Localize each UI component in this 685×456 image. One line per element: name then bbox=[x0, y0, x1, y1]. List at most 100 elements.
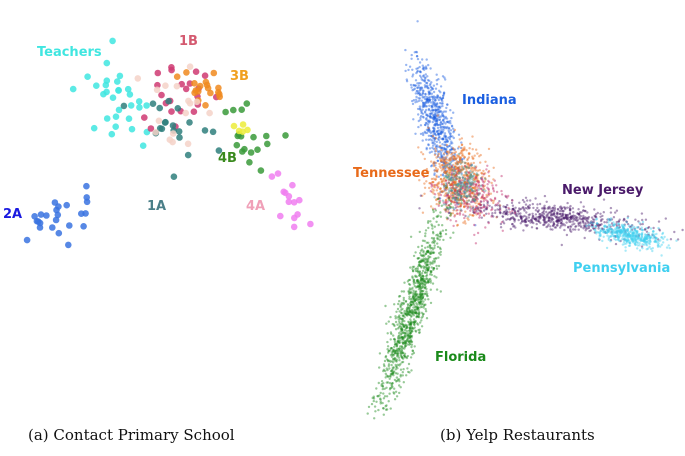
panel-a-points bbox=[23, 37, 314, 249]
point-extra-7 bbox=[182, 109, 189, 117]
point-tennessee bbox=[459, 203, 462, 206]
point-indiana bbox=[445, 127, 449, 130]
point-tennessee bbox=[464, 188, 467, 191]
point-teachers bbox=[135, 98, 143, 105]
point-indiana bbox=[430, 81, 433, 84]
point-pennsylvania bbox=[622, 234, 625, 237]
point-teachers bbox=[102, 81, 110, 89]
point-florida bbox=[426, 249, 430, 253]
point-new-jersey bbox=[549, 225, 552, 228]
point-tennessee bbox=[455, 183, 458, 187]
point-extra-6 bbox=[453, 191, 456, 194]
point-tennessee bbox=[439, 187, 442, 190]
point-1b bbox=[182, 85, 190, 93]
point-florida bbox=[426, 261, 429, 264]
point-extra-5 bbox=[447, 181, 450, 184]
point-new-jersey bbox=[535, 227, 538, 230]
point-indiana bbox=[431, 120, 434, 124]
point-indiana bbox=[422, 105, 425, 108]
point-tennessee bbox=[455, 196, 458, 200]
point-new-jersey bbox=[559, 226, 562, 229]
point-tennessee bbox=[463, 176, 467, 179]
point-indiana bbox=[420, 111, 423, 115]
point-florida bbox=[429, 288, 432, 291]
point-new-jersey bbox=[568, 206, 571, 209]
point-florida bbox=[420, 244, 424, 248]
point-indiana bbox=[441, 75, 445, 78]
point-new-jersey bbox=[553, 204, 556, 207]
point-indiana bbox=[445, 148, 448, 151]
point-indiana bbox=[429, 101, 433, 104]
point-indiana bbox=[433, 96, 437, 99]
point-tennessee bbox=[489, 192, 493, 195]
point-florida bbox=[400, 312, 403, 315]
point-new-jersey bbox=[560, 218, 563, 221]
point-pennsylvania bbox=[601, 239, 604, 243]
point-florida bbox=[390, 370, 393, 373]
point-tennessee bbox=[435, 174, 438, 177]
point-tennessee bbox=[455, 194, 458, 197]
point-extra-5 bbox=[480, 211, 483, 214]
point-indiana bbox=[442, 156, 445, 159]
point-extra-6 bbox=[467, 178, 470, 181]
point-tennessee bbox=[456, 160, 459, 163]
point-tennessee bbox=[452, 180, 455, 183]
point-indiana bbox=[410, 57, 413, 60]
point-new-jersey bbox=[473, 211, 476, 215]
point-new-jersey bbox=[551, 208, 555, 212]
point-florida bbox=[437, 264, 441, 268]
point-indiana bbox=[432, 127, 435, 130]
point-new-jersey bbox=[525, 217, 528, 220]
point-tennessee bbox=[455, 182, 458, 186]
point-florida bbox=[398, 300, 401, 303]
point-tennessee bbox=[444, 162, 448, 165]
label-1b: 1B bbox=[179, 34, 198, 49]
point-new-jersey bbox=[516, 214, 519, 218]
point-florida bbox=[372, 399, 375, 403]
point-new-jersey bbox=[569, 217, 573, 220]
point-indiana bbox=[443, 144, 446, 147]
point-indiana bbox=[425, 85, 428, 88]
point-teachers bbox=[112, 113, 120, 120]
point-tennessee bbox=[467, 167, 470, 170]
point-new-jersey bbox=[556, 211, 559, 215]
point-indiana bbox=[404, 69, 407, 73]
point-new-jersey bbox=[606, 218, 609, 221]
point-4b bbox=[247, 149, 255, 156]
point-tennessee bbox=[464, 202, 467, 205]
point-tennessee bbox=[448, 164, 451, 167]
point-indiana bbox=[422, 74, 425, 77]
point-teachers bbox=[103, 115, 111, 122]
point-extra-5 bbox=[451, 181, 455, 184]
point-tennessee bbox=[441, 167, 445, 170]
point-extra-6 bbox=[448, 177, 451, 181]
point-indiana bbox=[431, 146, 434, 149]
point-new-jersey bbox=[542, 219, 546, 222]
point-new-jersey bbox=[637, 235, 640, 238]
point-new-jersey bbox=[562, 212, 565, 215]
point-tennessee bbox=[474, 189, 477, 192]
point-new-jersey bbox=[566, 217, 569, 221]
point-new-jersey bbox=[589, 221, 592, 224]
point-tennessee bbox=[467, 182, 470, 185]
point-indiana bbox=[433, 138, 436, 141]
point-florida bbox=[445, 216, 448, 219]
point-tennessee bbox=[443, 184, 446, 187]
point-indiana bbox=[442, 174, 445, 177]
point-florida bbox=[375, 387, 378, 390]
point-florida bbox=[434, 257, 437, 260]
point-tennessee bbox=[467, 173, 471, 176]
point-florida bbox=[441, 224, 444, 227]
point-indiana bbox=[443, 141, 446, 144]
point-new-jersey bbox=[509, 213, 512, 216]
point-indiana bbox=[452, 127, 455, 130]
point-indiana bbox=[444, 135, 447, 139]
point-indiana bbox=[441, 137, 444, 140]
point-new-jersey bbox=[552, 222, 556, 226]
point-tennessee bbox=[463, 180, 466, 184]
point-tennessee bbox=[471, 148, 474, 151]
point-new-jersey bbox=[619, 230, 622, 234]
point-new-jersey bbox=[502, 212, 505, 215]
point-new-jersey bbox=[564, 216, 567, 220]
point-indiana bbox=[442, 91, 446, 95]
